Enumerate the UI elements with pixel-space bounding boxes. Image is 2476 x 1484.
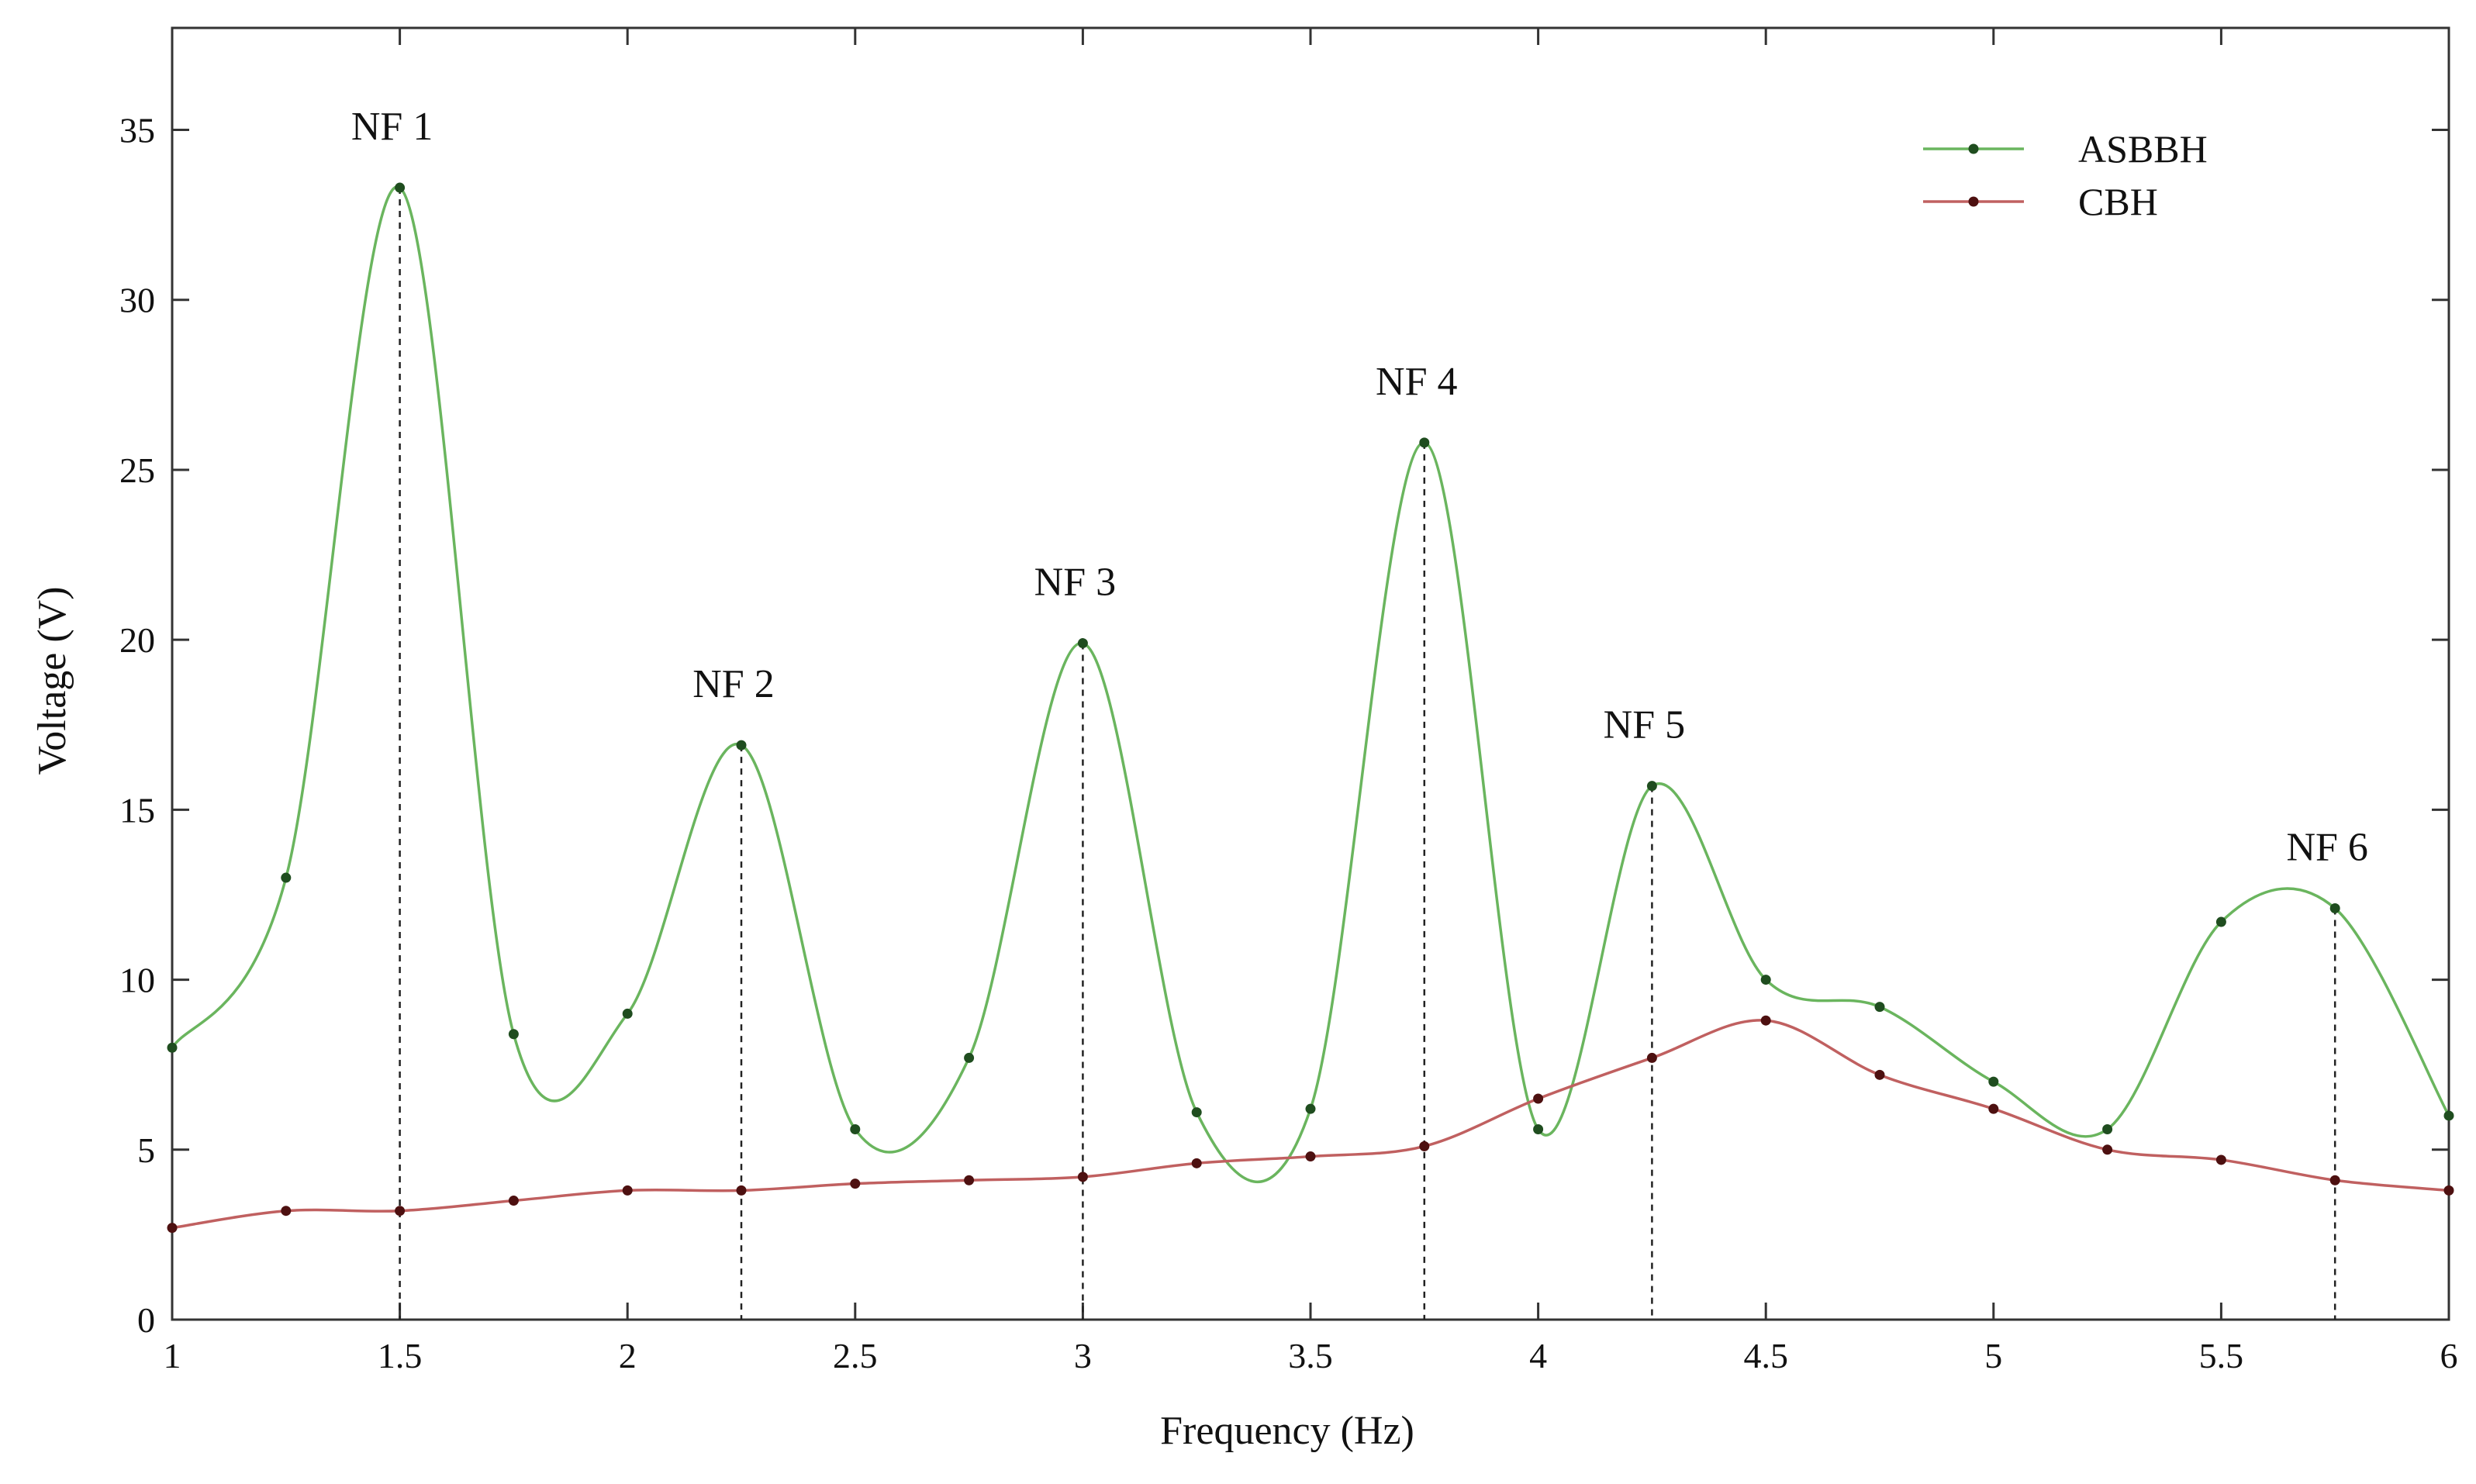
data-point-cbh [850,1179,861,1189]
data-point-cbh [1760,1015,1771,1026]
data-point-cbh [2329,1175,2340,1185]
series-line-asbbh [171,185,2450,1184]
x-tick-label: 4.5 [1743,1336,1788,1375]
y-tick-label: 25 [119,450,155,490]
x-axis-label: Frequency (Hz) [1160,1409,1414,1453]
data-point-asbbh [1874,1002,1885,1013]
data-point-asbbh [395,182,406,193]
data-point-cbh [1191,1158,1202,1168]
plot-area: 1 1.5 2 2.5 3 3.5 4 4.5 5 5.5 6 0 5 10 15 20 25 30 35 NF 1 N… [119,26,2458,1375]
data-point-asbbh [1305,1103,1316,1114]
peak-label: NF 2 [692,662,774,706]
y-axis-label: Voltage (V) [30,586,74,775]
legend-marker-cbh [1968,196,1979,207]
data-point-cbh [2443,1185,2454,1196]
legend-label-asbbh: ASBBH [2078,127,2208,171]
data-point-cbh [167,1223,178,1234]
data-point-cbh [2215,1154,2226,1165]
x-tick-label: 1.5 [378,1336,423,1375]
peak-label: NF 3 [1034,561,1116,605]
data-point-asbbh [622,1008,633,1019]
x-tick-label: 2 [619,1336,637,1375]
data-point-asbbh [964,1052,975,1063]
x-tick-label: 3.5 [1288,1336,1333,1375]
data-point-cbh [508,1196,519,1206]
y-tick-label: 15 [119,790,155,830]
data-point-cbh [1646,1052,1657,1063]
data-point-asbbh [1646,781,1657,792]
x-tick-label: 2.5 [833,1336,878,1375]
data-point-asbbh [1077,638,1088,649]
x-tick-label: 1 [164,1336,181,1375]
y-tick-label: 0 [137,1300,155,1340]
data-point-asbbh [281,872,292,883]
peak-label: NF 5 [1604,703,1685,747]
data-point-cbh [1533,1093,1544,1104]
data-point-asbbh [850,1123,861,1134]
data-point-asbbh [2443,1110,2454,1121]
legend-label-cbh: CBH [2078,180,2158,223]
data-point-asbbh [2102,1123,2113,1134]
y-tick-label: 30 [119,281,155,320]
data-point-asbbh [736,740,747,751]
data-point-cbh [1077,1172,1088,1182]
y-tick-label: 10 [119,961,155,1000]
data-point-asbbh [2329,903,2340,914]
data-point-asbbh [167,1042,178,1053]
data-point-cbh [2102,1144,2113,1155]
data-point-asbbh [2215,916,2226,927]
data-point-cbh [281,1206,292,1217]
peak-label: NF 4 [1376,360,1457,404]
data-point-asbbh [1419,437,1430,448]
y-tick-label: 20 [119,620,155,660]
x-tick-label: 3 [1074,1336,1092,1375]
data-point-asbbh [1533,1123,1544,1134]
peak-label: NF 6 [2286,826,2367,870]
legend-marker-asbbh [1968,143,1979,154]
data-point-asbbh [1760,975,1771,985]
data-point-asbbh [508,1029,519,1040]
peak-label: NF 1 [351,105,433,149]
x-tick-label: 5.5 [2199,1336,2244,1375]
data-point-cbh [395,1206,406,1217]
data-point-cbh [1419,1141,1430,1151]
data-point-cbh [736,1185,747,1196]
y-tick-label: 5 [137,1130,155,1170]
data-point-asbbh [1191,1107,1202,1118]
data-point-cbh [964,1175,975,1185]
y-tick-label: 35 [119,111,155,150]
data-point-cbh [1305,1151,1316,1162]
data-point-cbh [1988,1103,1999,1114]
data-point-cbh [622,1185,633,1196]
data-point-asbbh [1988,1076,1999,1087]
x-tick-label: 5 [1984,1336,2002,1375]
x-tick-label: 4 [1529,1336,1547,1375]
x-tick-label: 6 [2440,1336,2458,1375]
data-point-cbh [1874,1069,1885,1080]
